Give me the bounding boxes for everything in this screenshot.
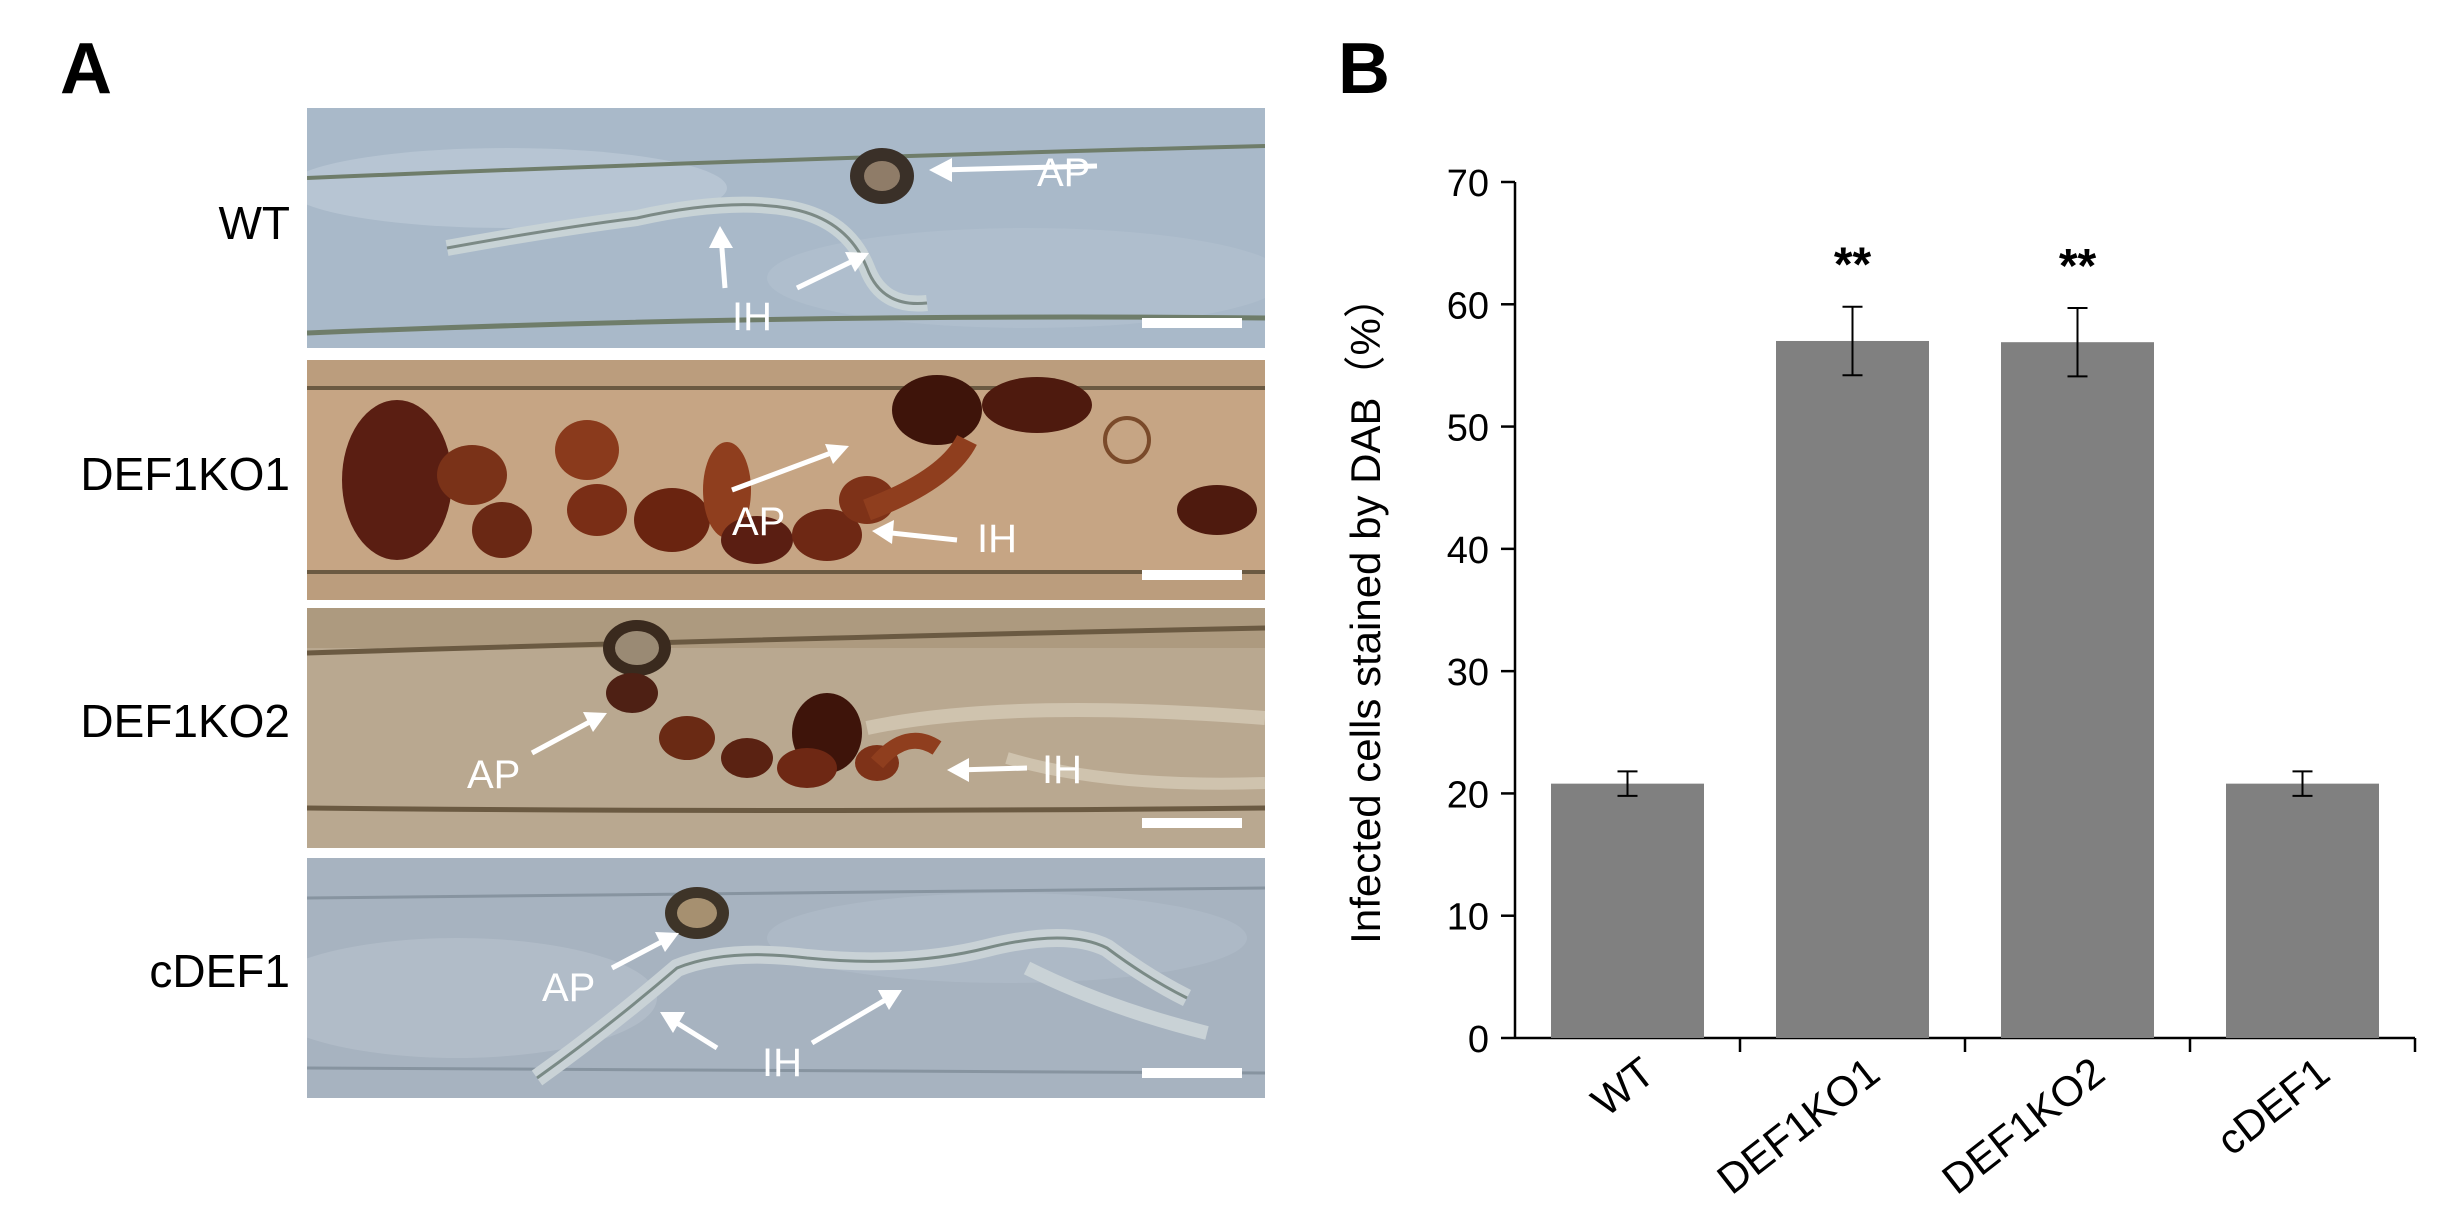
bar-def1ko1: [1776, 340, 1929, 1038]
ih-label: IH: [762, 1041, 802, 1085]
y-tick-label: 40: [1447, 530, 1489, 572]
y-tick-label: 70: [1447, 163, 1489, 205]
y-tick-label: 0: [1468, 1019, 1489, 1061]
x-tick-label: cDEF1: [2208, 1048, 2338, 1164]
panel-a-label: A: [60, 29, 112, 109]
micrograph-def1ko2: AP IH: [307, 608, 1265, 848]
x-tick-label: DEF1KO2: [1933, 1048, 2113, 1203]
y-tick-label: 60: [1447, 285, 1489, 327]
significance-label: **: [1834, 239, 1872, 292]
y-tick-label: 50: [1447, 408, 1489, 450]
y-tick-label: 10: [1447, 897, 1489, 939]
micrograph-label-def1ko2: DEF1KO2: [80, 695, 290, 747]
micrograph-wt: AP IH: [307, 108, 1265, 348]
bar-def1ko2: [2001, 342, 2154, 1038]
y-tick-label: 20: [1447, 774, 1489, 816]
micrograph-def1ko1-image: AP IH: [307, 360, 1265, 600]
micrograph-wt-image: AP IH: [307, 108, 1265, 348]
ih-label: IH: [1042, 748, 1082, 792]
significance-label: **: [2059, 240, 2097, 293]
ih-label: IH: [732, 295, 772, 339]
micrograph-label-def1ko1: DEF1KO1: [80, 448, 290, 500]
micrograph-label-wt: WT: [218, 197, 290, 249]
ap-label: AP: [542, 966, 595, 1010]
scale-bar: [1142, 1068, 1242, 1078]
x-tick-label: DEF1KO1: [1708, 1048, 1888, 1203]
ap-label: AP: [467, 753, 520, 797]
micrograph-cdef1: AP IH: [307, 858, 1265, 1098]
bar-cdef1: [2226, 783, 2379, 1038]
bar-wt: [1551, 783, 1704, 1038]
y-axis-label: Infected cells stained by DAB（%）: [1342, 276, 1389, 944]
micrograph-def1ko2-image: AP IH: [307, 608, 1265, 848]
y-tick-label: 30: [1447, 652, 1489, 694]
panel-b-label: B: [1338, 29, 1390, 109]
bar-chart: 0 10 20 30 40 50 60 70 Infected cells stained by…: [1342, 163, 2417, 1203]
ap-label: AP: [732, 500, 785, 544]
scale-bar: [1142, 818, 1242, 828]
ih-label: IH: [977, 517, 1017, 561]
micrograph-cdef1-image: AP IH: [307, 858, 1265, 1098]
scale-bar: [1142, 318, 1242, 328]
ap-label: AP: [1037, 151, 1090, 195]
scale-bar: [1142, 570, 1242, 580]
x-tick-label: WT: [1583, 1048, 1663, 1125]
micrograph-label-cdef1: cDEF1: [149, 945, 290, 997]
micrograph-def1ko1: AP IH: [307, 360, 1265, 600]
